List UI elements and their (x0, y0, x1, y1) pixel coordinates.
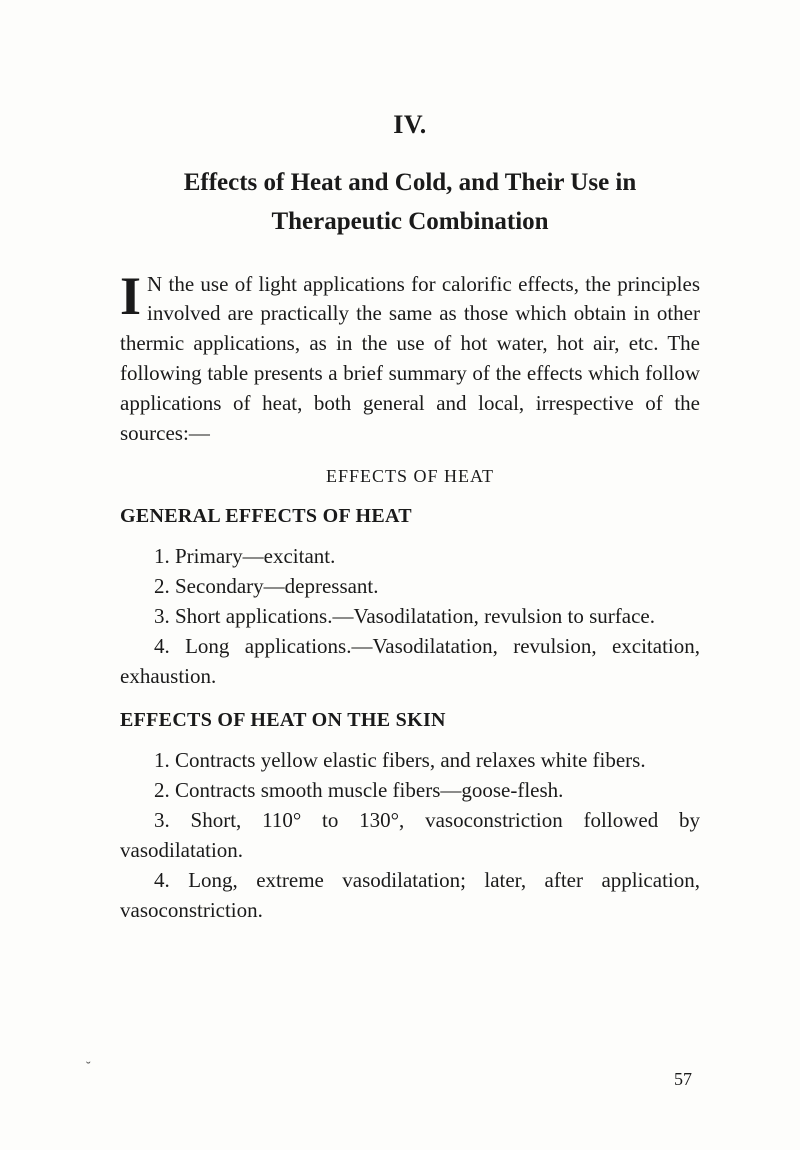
intro-paragraph: IN the use of light applications for cal… (120, 270, 700, 449)
list-item: 2. Secondary—depressant. (120, 572, 700, 602)
chapter-number: IV. (120, 110, 700, 140)
list-item: 1. Primary—excitant. (120, 542, 700, 572)
chapter-title-line2: Therapeutic Combination (271, 208, 548, 235)
page-number: 57 (674, 1069, 692, 1090)
list-item: 3. Short, 110° to 130°, vasoconstriction… (120, 806, 700, 866)
list-item: 4. Long applications.—Vasodilatation, re… (120, 632, 700, 692)
general-effects-heading: GENERAL EFFECTS OF HEAT (120, 505, 700, 528)
intro-text: N the use of light applications for calo… (120, 272, 700, 445)
page: IV. Effects of Heat and Cold, and Their … (0, 0, 800, 1150)
effects-of-heat-heading: EFFECTS OF HEAT (120, 466, 700, 487)
chapter-title: Effects of Heat and Cold, and Their Use … (120, 164, 700, 242)
skin-effects-heading: EFFECTS OF HEAT ON THE SKIN (120, 709, 700, 732)
skin-effects-list: 1. Contracts yellow elastic fibers, and … (120, 746, 700, 925)
general-effects-list: 1. Primary—excitant. 2. Secondary—depres… (120, 542, 700, 691)
list-item: 4. Long, extreme vasodilatation; later, … (120, 866, 700, 926)
list-item: 1. Contracts yellow elastic fibers, and … (120, 746, 700, 776)
list-item: 2. Contracts smooth muscle fibers—goose-… (120, 776, 700, 806)
list-item: 3. Short applications.—Vasodilatation, r… (120, 602, 700, 632)
chapter-title-line1: Effects of Heat and Cold, and Their Use … (184, 169, 637, 196)
dropcap: I (120, 270, 147, 321)
footnote-mark: ˘ (86, 1060, 91, 1076)
